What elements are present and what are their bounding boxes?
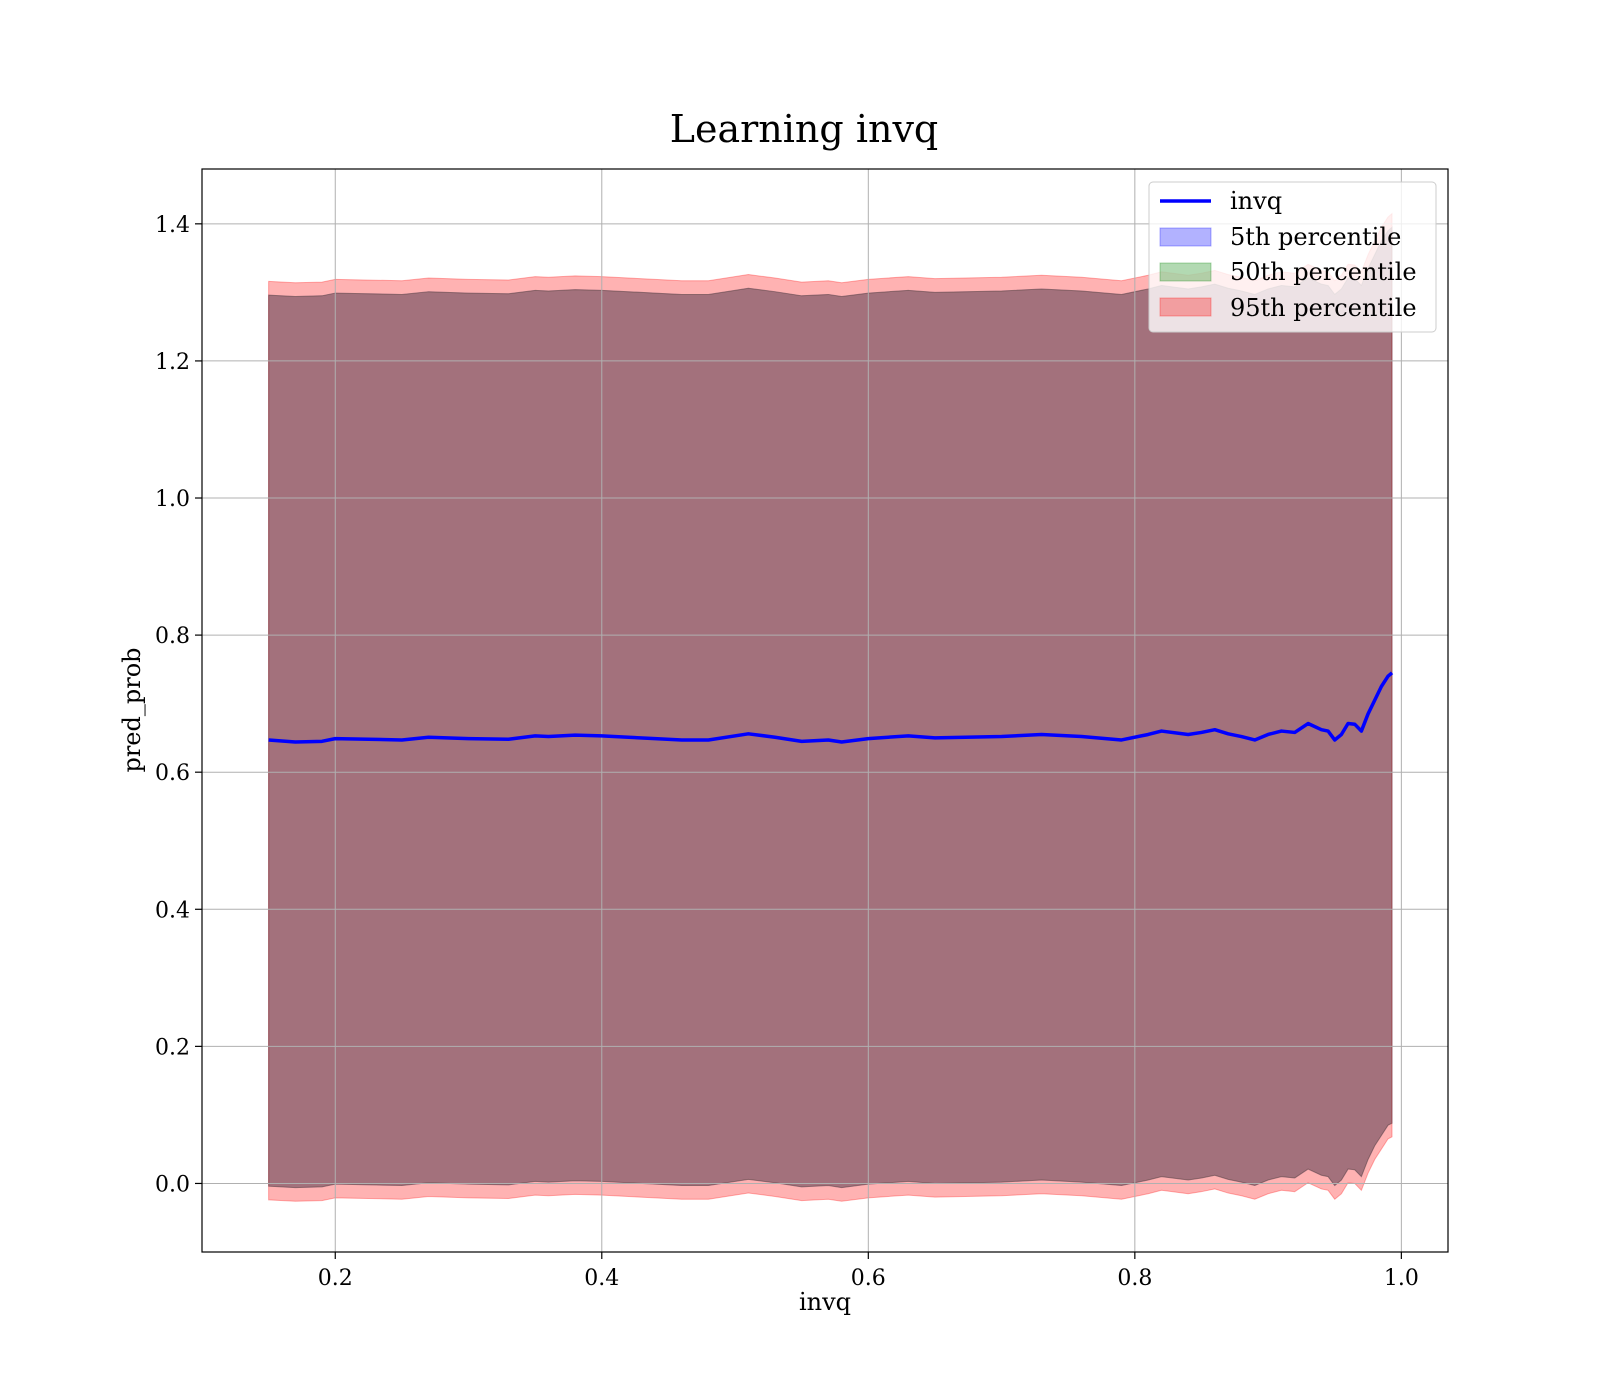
- legend-label-95th-percentile: 95th percentile: [1230, 294, 1417, 322]
- x-tick-label-0: 0.2: [318, 1266, 353, 1291]
- series-line-invq: [268, 671, 1394, 744]
- legend-box: [1148, 181, 1437, 333]
- x-axis-label: invq: [799, 1288, 851, 1316]
- y-axis-ticks: 0.0 0.2 0.4 0.6 0.8 1.0 1.2 1.4: [155, 213, 202, 1197]
- x-tick-label-2: 0.6: [851, 1266, 886, 1291]
- axes-frame: [201, 168, 1449, 1253]
- x-tick-label-4: 1.0: [1384, 1266, 1419, 1291]
- x-axis-ticks: 0.2 0.4 0.6 0.8 1.0: [318, 1252, 1419, 1291]
- chart-title: Learning invq: [670, 107, 938, 151]
- x-tick-label-1: 0.4: [584, 1266, 619, 1291]
- y-tick-label-3: 0.6: [155, 761, 190, 786]
- plot-area: [202, 169, 1448, 1252]
- legend-swatch-5th-percentile: [1159, 227, 1212, 247]
- y-tick-label-0: 0.0: [155, 1172, 190, 1197]
- y-tick-label-5: 1.0: [155, 487, 190, 512]
- legend-label-50th-percentile: 50th percentile: [1230, 258, 1417, 286]
- legend: invq 5th percentile 50th percentile 95th…: [1148, 181, 1437, 333]
- band-95th-percentile: [268, 212, 1393, 1202]
- legend-label-5th-percentile: 5th percentile: [1230, 223, 1401, 251]
- legend-swatch-50th-percentile: [1159, 262, 1212, 282]
- y-tick-label-4: 0.8: [155, 624, 190, 649]
- x-tick-label-3: 0.8: [1117, 1266, 1152, 1291]
- y-tick-label-6: 1.2: [155, 350, 190, 375]
- percentile-bands: [268, 212, 1393, 1202]
- y-axis-label: pred_prob: [118, 647, 146, 772]
- legend-label-invq: invq: [1230, 187, 1282, 215]
- band-50th-percentile: [268, 226, 1393, 1189]
- y-tick-label-7: 1.4: [155, 213, 190, 238]
- y-tick-label-1: 0.2: [155, 1035, 190, 1060]
- grid-lines: [202, 169, 1448, 1252]
- band-5th-percentile: [268, 226, 1393, 1189]
- y-tick-label-2: 0.4: [155, 898, 190, 923]
- series-lines: [268, 671, 1394, 744]
- legend-swatch-95th-percentile: [1159, 297, 1212, 317]
